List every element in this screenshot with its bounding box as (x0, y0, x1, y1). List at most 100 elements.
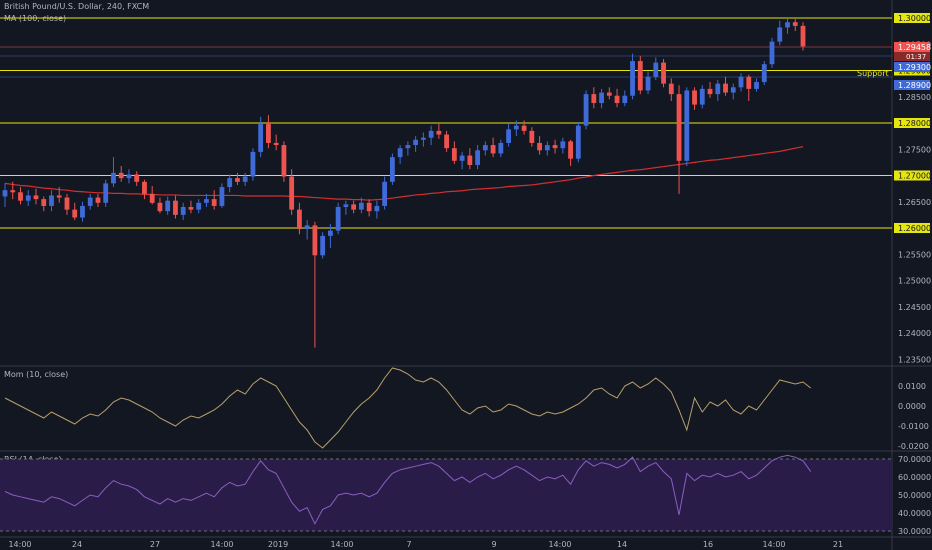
level-badge-label: 1.27000 (898, 172, 931, 181)
candle-body (41, 199, 47, 206)
candle-body (769, 41, 775, 65)
candle-body (637, 61, 643, 91)
candle-body (583, 94, 589, 126)
candle-body (413, 139, 419, 146)
rsi-line (4, 454, 812, 525)
time-tick-label: 14:00 (762, 540, 785, 549)
level-badge (894, 13, 930, 23)
candle-body (622, 95, 628, 104)
candle-body (134, 174, 140, 182)
candle-body (668, 83, 674, 95)
time-tick-label: 27 (150, 540, 160, 549)
candle-body (692, 90, 697, 105)
candle-body (219, 187, 225, 206)
time-tick-label: 24 (72, 540, 82, 549)
candle-body (521, 125, 527, 131)
level-badge (894, 223, 930, 233)
level-badge (894, 170, 930, 181)
candle-body (56, 195, 62, 198)
candle-body (537, 142, 542, 151)
time-tick-label: 9 (491, 540, 496, 549)
price-tick-label: 1.23500 (898, 355, 931, 364)
candle-body (273, 142, 279, 146)
candle-body (459, 155, 465, 161)
rsi-tick-label: 70.0000 (898, 455, 931, 464)
time-tick-label: 14 (617, 540, 627, 549)
candle-body (792, 22, 798, 26)
level-badge-label: 1.30000 (898, 14, 931, 23)
candle-body (506, 129, 511, 143)
price-tick-label: 1.25500 (898, 250, 931, 259)
candle-body (568, 141, 573, 159)
candle-body (2, 190, 8, 197)
time-tick-label: 14:00 (8, 540, 31, 549)
rsi-tick-label: 30.0000 (898, 527, 931, 536)
candle-body (351, 204, 357, 210)
rsi-tick-label: 60.0000 (898, 473, 931, 482)
candle-body (49, 195, 54, 206)
candle-body (490, 145, 496, 154)
candle-body (389, 157, 395, 182)
candle-body (297, 209, 302, 230)
candle-body (420, 137, 426, 140)
ma-line (4, 146, 804, 201)
candle-body (188, 207, 194, 210)
candle-body (738, 76, 744, 88)
candle-body (196, 202, 202, 210)
candle-body (33, 195, 39, 200)
high-marker-label: 1.29300 (898, 63, 931, 72)
low-marker-badge (894, 80, 930, 90)
candle-body (405, 145, 411, 149)
candle-body (614, 95, 620, 104)
candle-body (95, 197, 101, 203)
rsi-tick-label: 40.0000 (898, 509, 931, 518)
candle-body (335, 207, 341, 231)
candle-body (676, 94, 682, 161)
candle-body (304, 225, 310, 230)
candle-body (800, 25, 806, 47)
candle-body (211, 199, 217, 206)
candle-body (10, 190, 16, 193)
candle-body (428, 130, 434, 138)
candle-body (320, 235, 326, 256)
price-tick-label: 1.28500 (898, 93, 931, 102)
candle-body (18, 192, 23, 201)
candle-body (444, 134, 450, 149)
candle-body (730, 87, 736, 93)
candle-body (118, 172, 124, 179)
low-marker-label: 1.28900 (898, 81, 931, 90)
candle-body (235, 178, 240, 182)
level-badge-label: 1.28000 (898, 119, 931, 128)
candle-body (312, 225, 318, 256)
high-marker-badge (894, 62, 930, 72)
candle-body (358, 202, 364, 210)
candle-body (513, 125, 519, 130)
candle-body (560, 141, 566, 149)
candle-body (266, 124, 271, 143)
price-tick-label: 1.24000 (898, 329, 931, 338)
candle-body (475, 150, 481, 165)
candle-body (552, 145, 558, 149)
candle-body (281, 145, 287, 177)
candle-body (707, 88, 713, 95)
momentum-line (4, 367, 812, 449)
candle-body (204, 199, 209, 203)
candle-body (382, 181, 388, 206)
candle-body (180, 207, 186, 215)
candle-body (289, 176, 295, 210)
candle-body (544, 145, 550, 151)
time-tick-label: 7 (406, 540, 411, 549)
candle-body (157, 202, 163, 212)
time-tick-label: 14:00 (548, 540, 571, 549)
price-tick-label: 1.27500 (898, 145, 931, 154)
time-tick-label: 16 (703, 540, 713, 549)
chart-title: British Pound/U.S. Dollar, 240, FXCM (4, 2, 150, 11)
candle-body (87, 197, 93, 206)
level-badge-label: 1.26000 (898, 224, 931, 233)
price-tick-label: 1.25000 (898, 277, 931, 286)
candle-body (111, 172, 116, 184)
candle-body (126, 174, 132, 179)
candle-body (606, 92, 612, 96)
candle-body (72, 209, 78, 218)
